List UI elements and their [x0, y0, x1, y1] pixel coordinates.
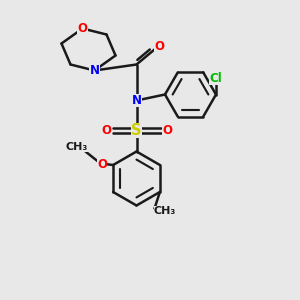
Text: CH₃: CH₃ [154, 206, 176, 217]
Text: N: N [89, 64, 100, 77]
Text: O: O [162, 124, 172, 137]
Text: CH₃: CH₃ [65, 142, 88, 152]
Text: O: O [101, 124, 111, 137]
Text: O: O [77, 22, 88, 35]
Text: O: O [154, 40, 164, 53]
Text: N: N [131, 94, 142, 107]
Text: O: O [97, 158, 107, 172]
Text: Cl: Cl [210, 71, 222, 85]
Text: S: S [131, 123, 142, 138]
